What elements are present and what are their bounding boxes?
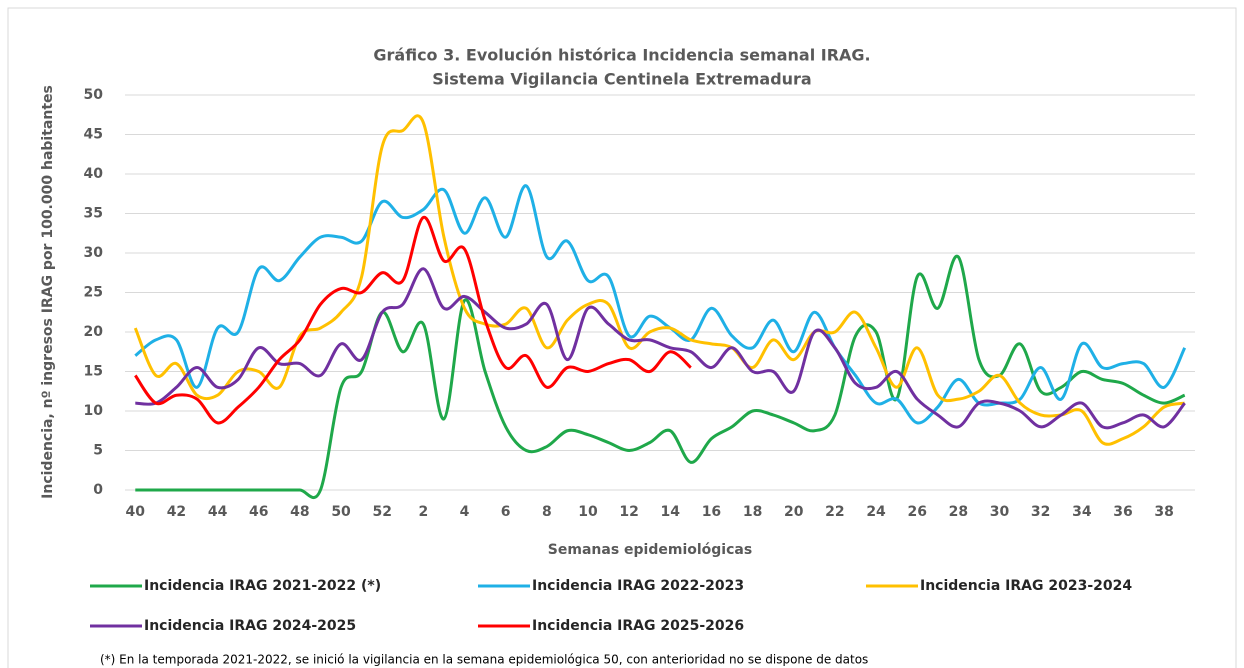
x-tick-label: 52 [372,504,391,520]
x-tick-label: 18 [743,504,762,520]
series-line [134,215,692,425]
x-tick-label: 14 [661,504,681,520]
y-tick-label: 35 [84,206,103,222]
y-tick-label: 20 [84,324,104,340]
x-tick-label: 10 [578,504,598,520]
legend-label: Incidencia IRAG 2024-2025 [144,618,356,634]
x-tick-label: 32 [1031,504,1050,520]
footnote: (*) En la temporada 2021-2022, se inició… [100,653,868,667]
series-line [134,184,1187,425]
x-tick-label: 24 [866,504,886,520]
x-axis-title: Semanas epidemiológicas [548,542,752,558]
chart-border [7,7,1237,668]
x-tick-label: 50 [331,504,351,520]
x-tick-label: 22 [825,504,844,520]
y-tick-label: 45 [84,127,103,143]
x-tick-label: 38 [1154,504,1173,520]
x-tick-label: 2 [418,504,428,520]
x-tick-label: 30 [990,504,1010,520]
y-tick-label: 0 [93,482,103,498]
x-tick-label: 20 [784,504,804,520]
x-tick-label: 40 [126,504,146,520]
x-tick-label: 44 [208,504,228,520]
legend-label: Incidencia IRAG 2025-2026 [532,618,744,634]
x-tick-label: 42 [167,504,186,520]
y-tick-label: 15 [84,364,103,380]
x-tick-label: 4 [460,504,470,520]
x-tick-label: 34 [1072,504,1092,520]
y-tick-label: 50 [84,87,104,103]
x-tick-label: 6 [501,504,511,520]
y-tick-label: 25 [84,285,103,301]
x-tick-label: 28 [949,504,968,520]
x-tick-label: 16 [702,504,721,520]
y-tick-label: 10 [84,403,104,419]
x-tick-label: 36 [1113,504,1132,520]
x-tick-label: 8 [542,504,552,520]
x-tick-label: 12 [619,504,638,520]
x-tick-label: 48 [290,504,309,520]
chart-subtitle: Sistema Vigilancia Centinela Extremadura [432,70,811,89]
chart-title: Gráfico 3. Evolución histórica Incidenci… [373,46,870,65]
y-tick-label: 40 [84,166,104,182]
y-tick-label: 30 [84,245,104,261]
y-tick-label: 5 [93,443,103,459]
x-tick-label: 46 [249,504,268,520]
legend-label: Incidencia IRAG 2022-2023 [532,578,744,594]
series-line [135,267,1186,430]
y-axis-title: Incidencia, nº ingresos IRAG por 100.000… [40,85,56,499]
legend-label: Incidencia IRAG 2021-2022 (*) [144,578,381,594]
x-tick-label: 26 [907,504,926,520]
legend-label: Incidencia IRAG 2023-2024 [920,578,1132,594]
series-line [133,114,1185,446]
